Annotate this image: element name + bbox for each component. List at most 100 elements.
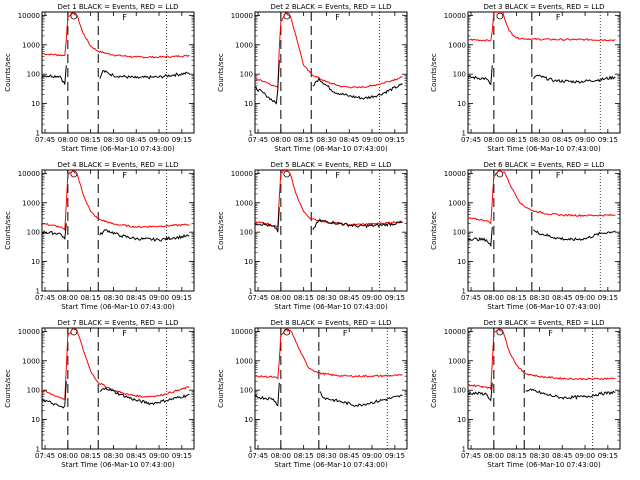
y-tick-label: 10 xyxy=(457,416,466,424)
x-tick-label: 09:15 xyxy=(385,294,405,302)
x-tick-label: 09:15 xyxy=(598,294,618,302)
panel-title: Det 7 BLACK = Events, RED = LLD xyxy=(58,319,179,327)
x-tick-label: 08:30 xyxy=(103,294,123,302)
y-axis-label: Counts/sec xyxy=(4,369,12,408)
x-tick-label: 08:30 xyxy=(529,136,549,144)
x-tick-label: 08:45 xyxy=(126,136,146,144)
y-tick-label: 10 xyxy=(244,416,253,424)
x-axis-label: Start Time (06-Mar-10 07:43:00) xyxy=(487,461,601,469)
y-tick-label: 10000 xyxy=(18,170,40,178)
panel-7: Det 7 BLACK = Events, RED = LLD 1 10 100 100… xyxy=(4,319,195,469)
x-axis-label: Start Time (06-Mar-10 07:43:00) xyxy=(274,303,388,311)
panel-4: Det 4 BLACK = Events, RED = LLD 1 10 100 100… xyxy=(4,161,195,311)
series-line-red xyxy=(468,12,616,42)
x-tick-label: 08:15 xyxy=(507,452,527,460)
x-tick-label: 08:45 xyxy=(552,294,572,302)
x-tick-label: 08:30 xyxy=(103,452,123,460)
x-tick-label: 08:15 xyxy=(294,452,314,460)
y-tick-label: 10000 xyxy=(231,328,253,336)
y-axis-label: Counts/sec xyxy=(4,211,12,250)
series-line-red xyxy=(255,12,403,89)
x-tick-label: 08:45 xyxy=(339,452,359,460)
x-axis-label: Start Time (06-Mar-10 07:43:00) xyxy=(487,303,601,311)
x-tick-label: 08:15 xyxy=(81,452,101,460)
plot-frame xyxy=(254,327,408,450)
plot-frame xyxy=(41,327,195,450)
y-tick-label: 1000 xyxy=(448,199,466,207)
y-axis-label: Counts/sec xyxy=(217,369,225,408)
x-tick-label: 09:00 xyxy=(362,294,382,302)
x-axis-label: Start Time (06-Mar-10 07:43:00) xyxy=(274,145,388,153)
series-line-black xyxy=(42,381,190,409)
annotation-circle xyxy=(496,12,504,20)
x-tick-label: 07:45 xyxy=(461,452,481,460)
y-axis-label: Counts/sec xyxy=(217,53,225,92)
x-tick-label: 08:45 xyxy=(126,452,146,460)
panel-title: Det 5 BLACK = Events, RED = LLD xyxy=(271,161,392,169)
x-tick-label: 08:00 xyxy=(484,452,504,460)
y-tick-label: 10000 xyxy=(18,12,40,20)
series-line-black xyxy=(42,223,190,242)
series-line-black xyxy=(255,382,403,408)
x-tick-label: 08:30 xyxy=(103,136,123,144)
x-tick-label: 07:45 xyxy=(35,452,55,460)
panel-1: Det 1 BLACK = Events, RED = LLD 1 10 100 100… xyxy=(4,3,195,153)
annotation-label: F xyxy=(122,13,127,22)
panel-9: Det 9 BLACK = Events, RED = LLD 1 10 100 100… xyxy=(430,319,621,469)
series-line-red xyxy=(255,170,403,228)
panel-title: Det 8 BLACK = Events, RED = LLD xyxy=(271,319,392,327)
y-tick-label: 1 xyxy=(249,130,253,138)
plot-frame xyxy=(41,11,195,134)
x-tick-label: 08:00 xyxy=(484,294,504,302)
panel-3: Det 3 BLACK = Events, RED = LLD 1 10 100 100… xyxy=(430,3,621,153)
y-tick-label: 10 xyxy=(457,258,466,266)
x-tick-label: 08:30 xyxy=(316,294,336,302)
panel-title: Det 2 BLACK = Events, RED = LLD xyxy=(271,3,392,11)
panel-title: Det 4 BLACK = Events, RED = LLD xyxy=(58,161,179,169)
series-line-red xyxy=(255,328,403,380)
x-tick-label: 08:15 xyxy=(507,136,527,144)
panel-title: Det 1 BLACK = Events, RED = LLD xyxy=(58,3,179,11)
plot-frame xyxy=(467,11,621,134)
plot-frame xyxy=(467,169,621,292)
y-tick-label: 10000 xyxy=(444,12,466,20)
series-line-black xyxy=(468,65,616,86)
series-line-red xyxy=(468,328,616,391)
y-tick-label: 1000 xyxy=(448,357,466,365)
panel-2: Det 2 BLACK = Events, RED = LLD 1 10 100 100… xyxy=(217,3,408,153)
y-tick-label: 1 xyxy=(462,130,466,138)
y-tick-label: 10000 xyxy=(231,170,253,178)
x-tick-label: 09:00 xyxy=(149,294,169,302)
x-tick-label: 09:00 xyxy=(149,452,169,460)
x-tick-label: 08:00 xyxy=(484,136,504,144)
x-axis-label: Start Time (06-Mar-10 07:43:00) xyxy=(61,461,175,469)
x-tick-label: 08:45 xyxy=(552,452,572,460)
x-tick-label: 07:45 xyxy=(461,294,481,302)
y-tick-label: 100 xyxy=(453,387,466,395)
y-tick-label: 100 xyxy=(453,229,466,237)
x-tick-label: 09:00 xyxy=(362,452,382,460)
plot-frame xyxy=(254,169,408,292)
y-tick-label: 10 xyxy=(244,100,253,108)
x-tick-label: 08:45 xyxy=(126,294,146,302)
x-tick-label: 08:45 xyxy=(339,294,359,302)
x-axis-label: Start Time (06-Mar-10 07:43:00) xyxy=(61,303,175,311)
y-tick-label: 100 xyxy=(240,229,253,237)
x-tick-label: 09:00 xyxy=(149,136,169,144)
y-tick-label: 1 xyxy=(462,288,466,296)
x-tick-label: 08:00 xyxy=(58,452,78,460)
y-tick-label: 10000 xyxy=(444,170,466,178)
series-line-black xyxy=(468,382,616,402)
x-tick-label: 08:15 xyxy=(294,136,314,144)
x-tick-label: 09:15 xyxy=(385,452,405,460)
x-tick-label: 07:45 xyxy=(248,452,268,460)
y-axis-label: Counts/sec xyxy=(4,53,12,92)
series-line-black xyxy=(468,226,616,248)
y-tick-label: 1000 xyxy=(22,199,40,207)
annotation-label: F xyxy=(548,329,553,338)
y-axis-label: Counts/sec xyxy=(430,211,438,250)
annotation-label: F xyxy=(556,171,561,180)
x-tick-label: 08:00 xyxy=(58,294,78,302)
x-tick-label: 07:45 xyxy=(248,294,268,302)
x-tick-label: 08:30 xyxy=(529,452,549,460)
